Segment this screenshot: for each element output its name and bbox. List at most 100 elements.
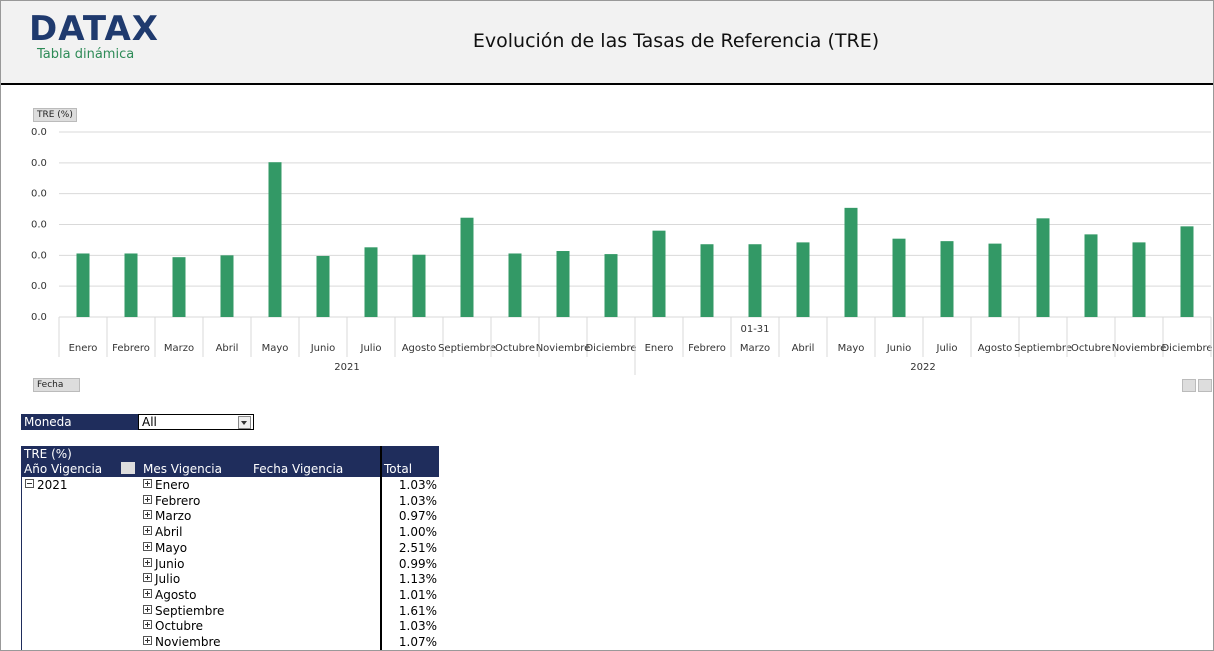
filter: Moneda All (21, 414, 254, 430)
x-tick-label: Agosto (978, 343, 1013, 354)
expand-icon[interactable] (143, 636, 152, 645)
filter-label: Moneda (21, 414, 138, 430)
y-tick-label: 0.0 (31, 220, 47, 231)
x-tick-label: Julio (936, 343, 958, 354)
bar (988, 243, 1002, 317)
bar (172, 257, 186, 317)
total-value: 1.01% (398, 587, 437, 602)
expand-icon[interactable] (143, 494, 152, 504)
x-tick-label: Mayo (838, 343, 865, 354)
filter-dropdown[interactable]: All (138, 414, 254, 430)
x-tick-label: Diciembre (585, 343, 636, 354)
bar (652, 230, 666, 317)
logo-subtitle: Tabla dinámica (37, 47, 135, 62)
expand-icon[interactable] (143, 526, 152, 536)
bar (76, 253, 90, 317)
expand-icon[interactable] (143, 557, 152, 567)
month-row-label[interactable]: Octubre (143, 619, 203, 633)
chart: 0.0 0.0 0.0 0.0 0.0 0.0 0.0 Enero Febrero Marzo Ab… (31, 127, 1213, 375)
total-value: 1.03% (398, 493, 437, 508)
expand-icon[interactable] (143, 479, 152, 488)
y-tick-label: 0.0 (31, 189, 47, 200)
column-header: Mes Vigencia (143, 462, 222, 476)
bar (268, 162, 282, 317)
x-tick-label: Noviembre (1112, 343, 1167, 354)
pivot-table: TRE (%) Año Vigencia Mes Vigencia Fecha … (21, 446, 439, 650)
column-header: Año Vigencia (24, 462, 103, 476)
expand-icon[interactable] (143, 588, 152, 598)
month: Marzo (155, 509, 192, 524)
expand-button[interactable] (1182, 379, 1196, 392)
total-value: 1.03% (398, 478, 437, 492)
pivot-header: TRE (%) Año Vigencia Mes Vigencia Fecha … (21, 446, 439, 477)
header: DATAX Tabla dinámica Evolución de las Ta… (1, 1, 1213, 85)
month-row-label[interactable]: Noviembre (143, 635, 221, 649)
bar (844, 207, 858, 317)
month-row-label[interactable]: Febrero (143, 494, 200, 508)
expand-icon[interactable] (143, 573, 152, 583)
bar (604, 254, 618, 317)
month: Noviembre (155, 635, 221, 649)
bar (316, 255, 330, 317)
y-tick-label: 0.0 (31, 250, 47, 261)
bar (1180, 226, 1194, 317)
bar (1036, 218, 1050, 317)
total-value: 1.03% (398, 619, 437, 634)
month-row-label[interactable]: Agosto (143, 588, 196, 602)
x-group-label: 2022 (910, 362, 935, 373)
expand-icon[interactable] (143, 541, 152, 551)
x-tick-label: Abril (216, 343, 239, 354)
total-value: 0.97% (398, 509, 437, 524)
x-tick-label: Febrero (112, 343, 150, 354)
month-row-label[interactable]: Abril (143, 525, 182, 539)
filter-value: All (142, 415, 157, 429)
x-tick-label: Julio (360, 343, 382, 354)
column-header: Total (384, 462, 413, 476)
collapse-button[interactable] (1198, 379, 1212, 392)
logo: DATAX (29, 9, 159, 49)
bar (1084, 234, 1098, 317)
month: Enero (155, 478, 190, 492)
title: Evolución de las Tasas de Referencia (TR… (472, 30, 880, 52)
x-tick-label: Marzo (740, 343, 770, 354)
collapse-icon[interactable] (25, 479, 34, 488)
total-value: 1.61% (398, 603, 437, 618)
month-row-label[interactable]: Septiembre (143, 604, 224, 618)
month: Abril (155, 525, 183, 540)
y-tick-label: 0.0 (31, 281, 47, 292)
bar (124, 253, 138, 317)
month-row-label[interactable]: Junio (143, 557, 184, 571)
y-axis-field-button[interactable]: TRE (%) (33, 108, 77, 122)
bar (508, 253, 522, 317)
filter-field-button[interactable]: Fecha (33, 378, 81, 392)
month: Agosto (155, 587, 197, 602)
x-tick-label: Abril (792, 343, 815, 354)
x-tick-label: Octubre (495, 343, 535, 354)
month: Mayo (155, 540, 188, 555)
year-row-label[interactable]: 2021 (25, 478, 68, 492)
total-value: 1.07% (398, 635, 437, 649)
month: Junio (155, 556, 185, 571)
x-tick-label: Febrero (688, 343, 726, 354)
expand-icon[interactable] (143, 510, 152, 520)
month-row-label[interactable]: Enero (143, 478, 190, 492)
month: Febrero (155, 493, 201, 508)
x-tick-label: Octubre (1071, 343, 1111, 354)
month-row-label[interactable]: Mayo (143, 541, 187, 555)
bar (412, 254, 426, 317)
y-tick-label: 0.0 (31, 127, 47, 138)
month: Octubre (155, 619, 204, 634)
month-row-label[interactable]: Julio (143, 572, 180, 586)
column-border (380, 446, 382, 650)
dropdown-arrow[interactable] (238, 416, 251, 429)
x-tick-label: Marzo (164, 343, 194, 354)
bar (748, 244, 762, 317)
month: Septiembre (155, 603, 225, 618)
y-tick-label: 0.0 (31, 312, 47, 323)
expand-icon[interactable] (143, 604, 152, 614)
y-tick-label: 0.0 (31, 158, 47, 169)
month-row-label[interactable]: Marzo (143, 509, 191, 523)
expand-icon[interactable] (143, 620, 152, 630)
filter-icon[interactable] (121, 462, 135, 474)
